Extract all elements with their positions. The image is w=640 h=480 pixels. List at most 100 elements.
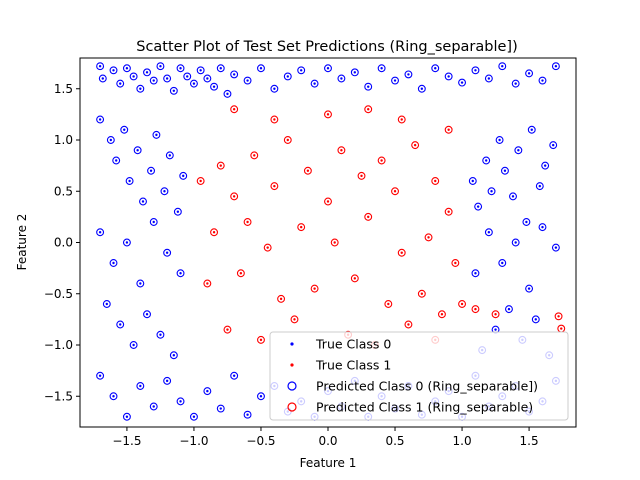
true-class-1-point (286, 138, 289, 142)
true-class-0-point (101, 77, 104, 80)
predicted-class-0-marker (169, 86, 178, 95)
predicted-class-1-marker (458, 300, 467, 308)
y-tick-label: −1.5 (44, 389, 73, 403)
predicted-class-0-marker (136, 382, 145, 390)
true-class-0-point (484, 159, 488, 162)
predicted-class-0-marker (163, 74, 172, 83)
true-class-1-point (400, 251, 403, 254)
true-class-0-point (434, 67, 437, 70)
true-class-1-point (353, 277, 357, 280)
predicted-class-0-marker (337, 74, 346, 83)
true-class-0-point (273, 87, 276, 90)
predicted-class-1-marker (250, 151, 259, 160)
predicted-class-1-marker (324, 197, 332, 206)
true-class-0-point (176, 210, 180, 213)
predicted-class-0-marker (495, 136, 504, 144)
predicted-class-0-marker (149, 218, 158, 226)
predicted-class-1-marker (257, 335, 265, 344)
true-class-1-point (560, 327, 563, 330)
true-class-0-point (163, 190, 166, 193)
true-class-0-point (393, 79, 397, 82)
predicted-class-1-marker (471, 305, 480, 314)
predicted-class-0-marker (176, 397, 185, 406)
predicted-class-0-marker (482, 156, 491, 165)
predicted-class-1-marker (223, 325, 232, 334)
predicted-class-0-marker (112, 156, 121, 165)
predicted-class-0-marker (152, 130, 161, 139)
true-class-1-point (447, 210, 450, 213)
true-class-0-point (206, 77, 209, 80)
true-class-0-point (367, 85, 370, 88)
predicted-class-0-marker (156, 330, 165, 339)
predicted-class-0-marker (165, 151, 174, 160)
true-class-0-point (511, 195, 515, 198)
true-class-0-point (527, 72, 531, 75)
true-class-1-point (434, 179, 437, 183)
predicted-class-0-marker (169, 351, 178, 360)
predicted-class-1-marker (310, 284, 319, 293)
predicted-class-1-marker (243, 218, 252, 226)
predicted-class-0-marker (297, 66, 306, 75)
true-class-0-point (538, 184, 542, 188)
legend-box (269, 331, 569, 421)
predicted-class-0-marker (522, 218, 531, 226)
predicted-class-0-marker (444, 72, 453, 81)
true-class-0-point (132, 343, 135, 347)
x-tick-label: −0.5 (246, 434, 275, 448)
predicted-class-0-marker (189, 412, 198, 421)
true-class-1-point (212, 231, 216, 234)
predicted-class-0-marker (122, 412, 131, 421)
chart-title: Scatter Plot of Test Set Predictions (Ri… (136, 39, 518, 55)
true-class-0-point (541, 79, 544, 82)
predicted-class-0-marker (149, 76, 158, 85)
predicted-class-0-marker (143, 68, 151, 77)
predicted-class-0-marker (549, 141, 558, 150)
predicted-class-0-marker (189, 79, 198, 88)
true-class-0-point (172, 354, 176, 357)
true-class-0-point (503, 169, 507, 172)
true-class-1-point (387, 302, 390, 306)
predicted-class-0-marker (98, 74, 107, 83)
predicted-class-0-marker (216, 404, 225, 413)
legend-marker (290, 342, 294, 346)
y-tick-label: −1.0 (44, 338, 73, 352)
x-tick-label: 1.0 (453, 434, 472, 448)
legend-marker (290, 363, 294, 367)
predicted-class-0-marker (203, 74, 212, 83)
predicted-class-0-marker (176, 64, 185, 73)
predicted-class-0-marker (133, 146, 142, 155)
true-class-0-point (132, 75, 135, 78)
true-class-0-point (498, 138, 501, 142)
predicted-class-0-marker (484, 228, 493, 237)
predicted-class-1-marker (397, 248, 406, 257)
true-class-0-point (474, 69, 477, 72)
true-class-0-point (165, 251, 169, 254)
true-class-0-point (192, 82, 196, 85)
true-class-0-point (105, 302, 109, 306)
x-axis-ticks: −1.5 −1.0 −0.5 0.0 0.5 1.0 1.5 (112, 427, 539, 448)
true-class-1-point (494, 313, 497, 316)
true-class-0-point (136, 149, 139, 152)
true-class-0-point (487, 77, 491, 80)
true-class-1-point (326, 113, 330, 116)
true-class-0-point (219, 407, 222, 410)
true-class-0-point (246, 413, 249, 416)
predicted-class-0-marker (243, 410, 252, 419)
predicted-class-1-marker (417, 289, 426, 298)
true-class-0-point (554, 65, 558, 68)
true-class-0-point (139, 384, 142, 388)
true-class-0-point (179, 67, 182, 70)
true-class-0-point (299, 69, 303, 72)
true-class-1-point (199, 179, 202, 183)
predicted-class-0-marker (511, 238, 520, 247)
y-tick-label: 1.5 (54, 82, 73, 96)
x-tick-label: −1.0 (179, 434, 208, 448)
predicted-class-0-marker (487, 187, 496, 196)
true-class-0-point (353, 71, 357, 74)
predicted-class-1-marker (230, 105, 239, 114)
true-class-1-point (239, 272, 243, 275)
true-class-0-point (149, 169, 153, 172)
predicted-class-0-marker (531, 315, 540, 324)
true-class-0-point (98, 374, 102, 377)
y-tick-label: 1.0 (54, 133, 73, 147)
